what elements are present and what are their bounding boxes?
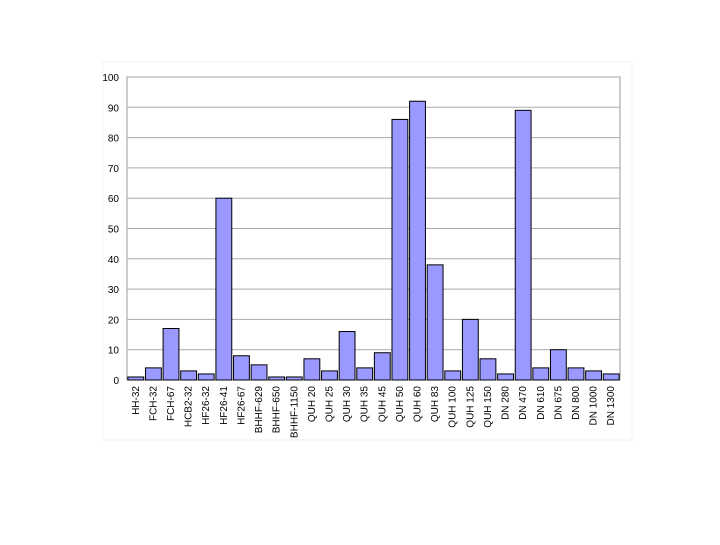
y-tick-label: 50 xyxy=(108,225,120,236)
bar xyxy=(356,367,374,381)
bar xyxy=(250,364,268,381)
bar xyxy=(197,373,215,381)
bar xyxy=(373,352,391,381)
x-tick-label: HF26-41 xyxy=(219,386,230,425)
x-tick-label: QUH 30 xyxy=(342,386,353,423)
bar xyxy=(426,264,444,381)
bar xyxy=(602,373,620,381)
x-tick-label: QUH 60 xyxy=(413,386,424,423)
x-tick-label: FCH-32 xyxy=(148,386,159,421)
y-tick-label: 30 xyxy=(108,285,120,296)
bar xyxy=(567,367,585,381)
bar xyxy=(514,109,532,381)
x-tick-label: BHHF-1150 xyxy=(289,386,300,438)
y-tick-label: 70 xyxy=(108,164,120,175)
bar xyxy=(268,376,286,381)
x-tick-label: HH-32 xyxy=(131,386,142,415)
x-tick-label: DN 1000 xyxy=(589,386,600,426)
x-tick-label: DN 675 xyxy=(553,386,564,420)
bar xyxy=(409,100,426,381)
x-tick-label: QUH 25 xyxy=(324,386,335,423)
bar xyxy=(285,376,303,381)
bar xyxy=(461,318,479,381)
bar xyxy=(549,349,567,381)
bar xyxy=(127,376,145,381)
x-tick-label: QUH 150 xyxy=(483,386,494,428)
bar xyxy=(497,373,514,381)
x-tick-label: BHHF-650 xyxy=(272,386,283,434)
bar xyxy=(338,331,356,381)
bar xyxy=(444,370,462,381)
x-tick-label: DN 800 xyxy=(571,386,582,420)
y-tick-label: 80 xyxy=(108,134,120,145)
bar xyxy=(162,327,180,381)
x-tick-label: QUH 100 xyxy=(448,386,459,428)
y-tick-label: 0 xyxy=(113,376,119,387)
x-tick-label: HF26-67 xyxy=(236,386,247,425)
y-tick-label: 10 xyxy=(108,346,120,357)
y-tick-label: 100 xyxy=(102,73,119,84)
x-tick-label: FCH-67 xyxy=(166,386,177,421)
bar xyxy=(479,358,497,381)
bar xyxy=(321,370,338,381)
x-tick-label: QUH 83 xyxy=(430,386,441,423)
bar xyxy=(144,367,162,381)
bar xyxy=(532,367,550,381)
y-tick-label: 40 xyxy=(108,255,120,266)
bar xyxy=(303,358,321,381)
x-tick-label: DN 610 xyxy=(536,386,547,420)
x-tick-label: BHHF-629 xyxy=(254,386,265,434)
x-tick-label: DN 280 xyxy=(501,386,512,420)
x-tick-label: HF26-32 xyxy=(201,386,212,425)
bar xyxy=(233,355,250,381)
y-tick-label: 20 xyxy=(108,315,120,326)
bar xyxy=(585,370,603,381)
bar xyxy=(180,370,198,381)
x-tick-label: QUH 50 xyxy=(395,386,406,423)
x-tick-label: QUH 45 xyxy=(377,386,388,423)
y-tick-label: 90 xyxy=(108,103,120,114)
x-tick-label: DN 1300 xyxy=(606,386,617,426)
x-tick-label: HCB2-32 xyxy=(184,386,195,428)
y-tick-label: 60 xyxy=(108,194,120,205)
bar xyxy=(391,118,409,381)
x-tick-label: QUH 125 xyxy=(465,386,476,428)
bar xyxy=(215,197,233,381)
x-tick-label: DN 470 xyxy=(518,386,529,420)
x-tick-label: QUH 20 xyxy=(307,386,318,423)
x-tick-label: QUH 35 xyxy=(360,386,371,423)
